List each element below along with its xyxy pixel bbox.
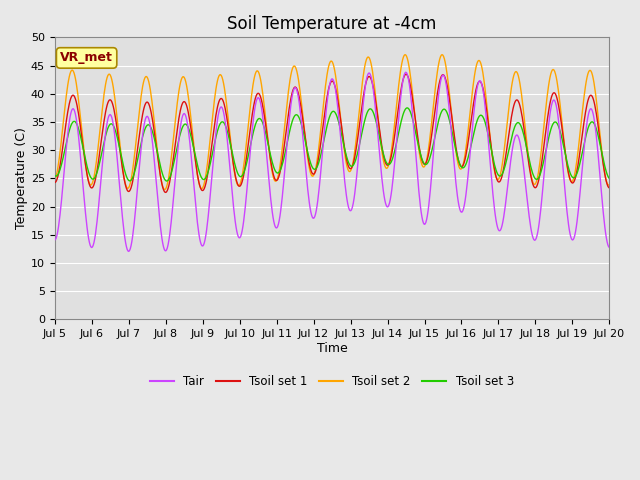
Text: VR_met: VR_met <box>60 51 113 64</box>
Y-axis label: Temperature (C): Temperature (C) <box>15 127 28 229</box>
X-axis label: Time: Time <box>317 342 348 355</box>
Title: Soil Temperature at -4cm: Soil Temperature at -4cm <box>227 15 436 33</box>
Legend: Tair, Tsoil set 1, Tsoil set 2, Tsoil set 3: Tair, Tsoil set 1, Tsoil set 2, Tsoil se… <box>145 370 518 393</box>
